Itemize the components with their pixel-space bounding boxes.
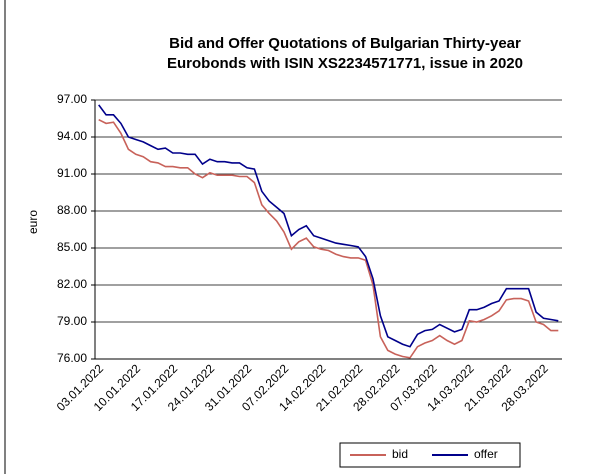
y-tick-label: 79.00 [57, 314, 87, 328]
chart-title: Bid and Offer Quotations of Bulgarian Th… [169, 35, 521, 52]
y-axis-label: euro [26, 210, 40, 234]
y-tick-label: 91.00 [57, 166, 87, 180]
y-tick-label: 88.00 [57, 203, 87, 217]
legend-box [339, 442, 521, 468]
legend-label: offer [474, 447, 498, 461]
y-tick-label: 76.00 [57, 351, 87, 365]
chart-title: Eurobonds with ISIN XS2234571771, issue … [167, 55, 523, 72]
series-line [98, 104, 559, 348]
series-line [98, 118, 559, 359]
y-tick-label: 97.00 [57, 92, 87, 106]
y-tick-label: 82.00 [57, 277, 87, 291]
y-tick-label: 85.00 [57, 240, 87, 254]
legend-label: bid [392, 447, 408, 461]
y-tick-label: 94.00 [57, 129, 87, 143]
